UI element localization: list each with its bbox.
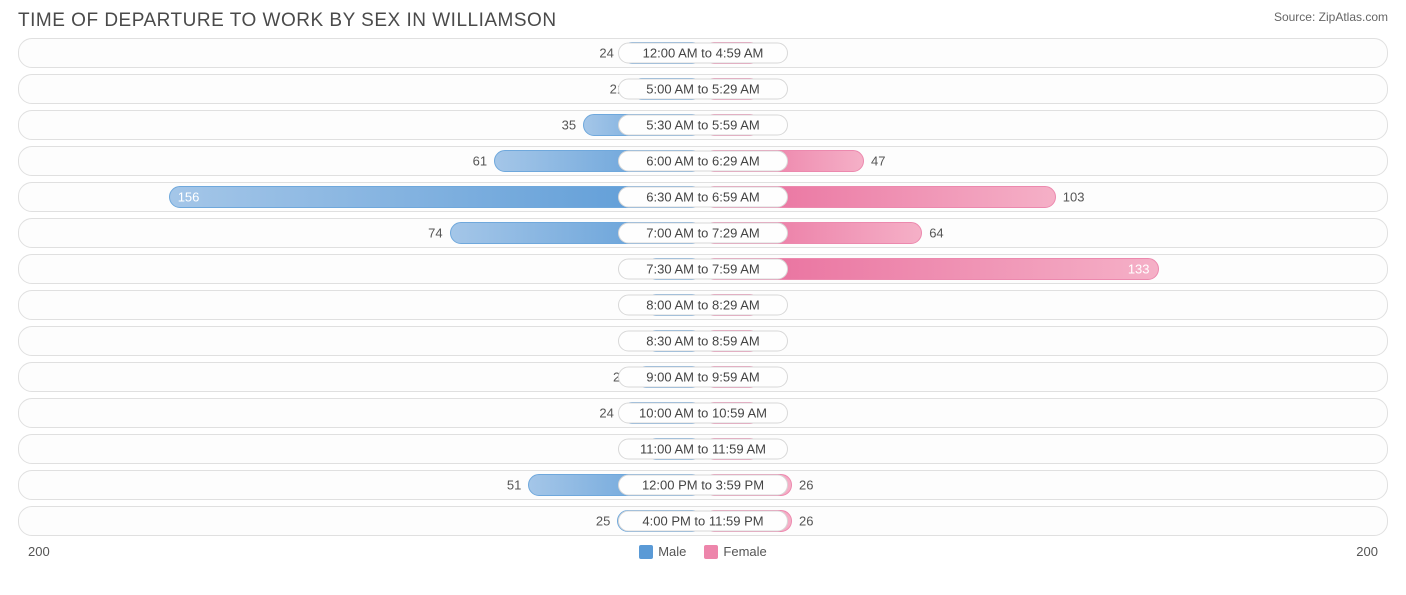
row-half-female: 2 <box>703 111 1387 139</box>
chart-row: 24010:00 AM to 10:59 AM <box>18 398 1388 428</box>
row-half-female: 0 <box>703 363 1387 391</box>
row-half-male: 156 <box>19 183 703 211</box>
chart-title: TIME OF DEPARTURE TO WORK BY SEX IN WILL… <box>18 10 557 32</box>
row-half-male: 61 <box>19 147 703 175</box>
chart-row: 7 133 7:30 AM to 7:59 AM <box>18 254 1388 284</box>
row-half-male: 7 <box>19 255 703 283</box>
row-half-male: 0 <box>19 435 703 463</box>
category-label: 4:00 PM to 11:59 PM <box>618 511 788 532</box>
chart-row: 0011:00 AM to 11:59 AM <box>18 434 1388 464</box>
chart-row: 25 264:00 PM to 11:59 PM <box>18 506 1388 536</box>
row-half-female: 0 <box>703 399 1387 427</box>
chart-source: Source: ZipAtlas.com <box>1274 10 1388 24</box>
category-label: 9:00 AM to 9:59 AM <box>618 367 788 388</box>
value-female: 26 <box>791 514 813 529</box>
row-half-female: 0 <box>703 39 1387 67</box>
row-half-male: 12 <box>19 291 703 319</box>
category-label: 10:00 AM to 10:59 AM <box>618 403 788 424</box>
category-label: 6:30 AM to 6:59 AM <box>618 187 788 208</box>
row-half-female: 103 <box>703 183 1387 211</box>
axis-max-right: 200 <box>1356 544 1378 559</box>
category-label: 5:30 AM to 5:59 AM <box>618 115 788 136</box>
chart-row: 12128:00 AM to 8:29 AM <box>18 290 1388 320</box>
row-half-male: 11 <box>19 327 703 355</box>
row-half-female: 64 <box>703 219 1387 247</box>
chart-row: 35 25:30 AM to 5:59 AM <box>18 110 1388 140</box>
row-half-female: 10 <box>703 327 1387 355</box>
value-female: 103 <box>1055 190 1085 205</box>
chart-area: 24012:00 AM to 4:59 AM21115:00 AM to 5:2… <box>0 36 1406 536</box>
chart-footer: 200 Male Female 200 <box>0 542 1406 559</box>
legend-swatch-male <box>639 545 653 559</box>
row-half-female: 26 <box>703 471 1387 499</box>
value-female: 47 <box>863 154 885 169</box>
value-female: 133 <box>1128 262 1150 277</box>
chart-row: 24012:00 AM to 4:59 AM <box>18 38 1388 68</box>
value-male: 74 <box>428 226 450 241</box>
row-half-female: 47 <box>703 147 1387 175</box>
legend-label-male: Male <box>658 544 686 559</box>
chart-row: 11108:30 AM to 8:59 AM <box>18 326 1388 356</box>
row-half-male: 74 <box>19 219 703 247</box>
row-half-female: 12 <box>703 291 1387 319</box>
value-female: 26 <box>791 478 813 493</box>
category-label: 8:30 AM to 8:59 AM <box>618 331 788 352</box>
value-male: 51 <box>507 478 529 493</box>
category-label: 11:00 AM to 11:59 AM <box>618 439 788 460</box>
category-label: 7:00 AM to 7:29 AM <box>618 223 788 244</box>
chart-legend: Male Female <box>639 544 767 559</box>
legend-item-female: Female <box>704 544 766 559</box>
row-half-female: 26 <box>703 507 1387 535</box>
row-half-male: 20 <box>19 363 703 391</box>
category-label: 5:00 AM to 5:29 AM <box>618 79 788 100</box>
row-half-male: 21 <box>19 75 703 103</box>
row-half-male: 51 <box>19 471 703 499</box>
chart-row: 61 47 6:00 AM to 6:29 AM <box>18 146 1388 176</box>
category-label: 12:00 AM to 4:59 AM <box>618 43 788 64</box>
legend-item-male: Male <box>639 544 686 559</box>
row-half-male: 24 <box>19 399 703 427</box>
row-half-female: 133 <box>703 255 1387 283</box>
category-label: 6:00 AM to 6:29 AM <box>618 151 788 172</box>
category-label: 7:30 AM to 7:59 AM <box>618 259 788 280</box>
category-label: 12:00 PM to 3:59 PM <box>618 475 788 496</box>
value-female: 64 <box>921 226 943 241</box>
chart-header: TIME OF DEPARTURE TO WORK BY SEX IN WILL… <box>0 0 1406 36</box>
chart-row: 156 103 6:30 AM to 6:59 AM <box>18 182 1388 212</box>
chart-row: 21115:00 AM to 5:29 AM <box>18 74 1388 104</box>
legend-label-female: Female <box>723 544 766 559</box>
row-half-male: 25 <box>19 507 703 535</box>
row-half-female: 11 <box>703 75 1387 103</box>
value-male: 156 <box>178 190 200 205</box>
row-half-male: 24 <box>19 39 703 67</box>
row-half-female: 0 <box>703 435 1387 463</box>
legend-swatch-female <box>704 545 718 559</box>
row-half-male: 35 <box>19 111 703 139</box>
chart-row: 51 2612:00 PM to 3:59 PM <box>18 470 1388 500</box>
chart-row: 2009:00 AM to 9:59 AM <box>18 362 1388 392</box>
chart-row: 74 64 7:00 AM to 7:29 AM <box>18 218 1388 248</box>
axis-max-left: 200 <box>28 544 50 559</box>
value-male: 35 <box>562 118 584 133</box>
value-male: 61 <box>473 154 495 169</box>
category-label: 8:00 AM to 8:29 AM <box>618 295 788 316</box>
value-male: 25 <box>596 514 618 529</box>
